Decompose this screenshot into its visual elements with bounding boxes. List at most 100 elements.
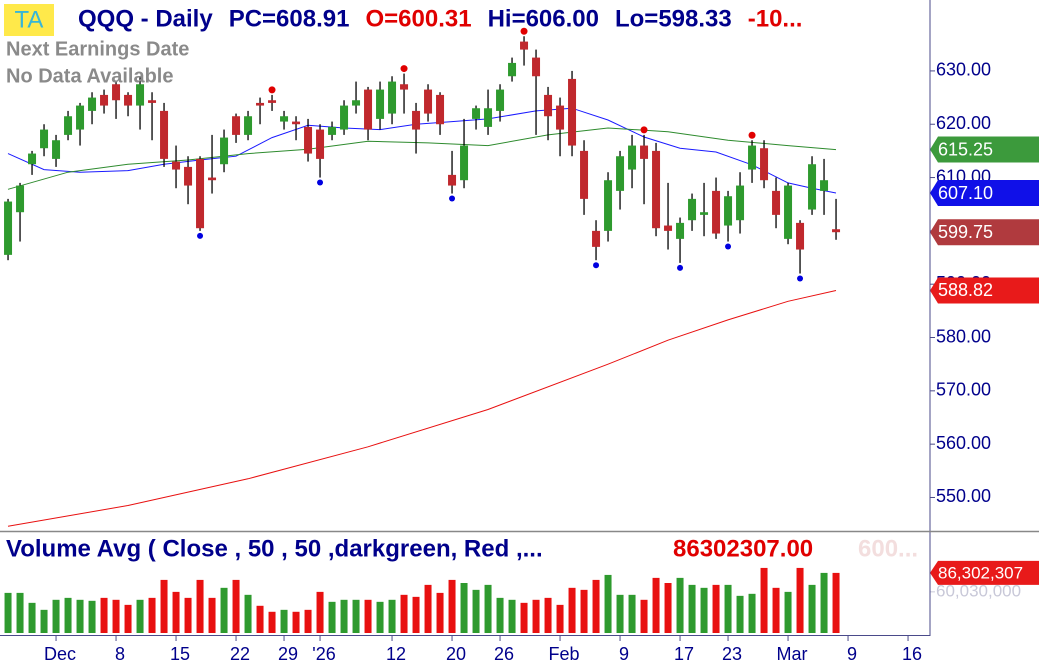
badge: TA	[15, 6, 44, 33]
x-tick-label: 15	[170, 644, 190, 664]
volume-bar	[412, 596, 420, 633]
candle-body	[676, 222, 685, 239]
volume-title: Volume Avg ( Close , 50 , 50 ,darkgreen,…	[6, 535, 543, 562]
x-tick-label: Dec	[44, 644, 76, 664]
note: Next Earnings Date	[6, 38, 189, 60]
volume-bar	[52, 599, 60, 633]
volume-bar	[808, 584, 816, 633]
candle-body	[436, 94, 445, 125]
volume-bar	[712, 584, 720, 633]
plot-layer: 550.00560.00570.00580.00590.00600.00610.…	[4, 27, 1039, 664]
candle-body	[292, 121, 301, 125]
volume-bar	[532, 599, 540, 633]
candle-body	[604, 180, 613, 231]
volume-bar	[568, 587, 576, 633]
volume-bar	[700, 587, 708, 633]
candle-body	[520, 41, 529, 50]
swing-low-marker	[197, 232, 204, 239]
candle-body	[784, 185, 793, 239]
volume-bar	[244, 594, 252, 633]
candle-body	[256, 102, 265, 106]
candle-body	[700, 212, 709, 215]
y-tick-label: 550.00	[936, 486, 991, 506]
volume-bar	[736, 595, 744, 633]
volume-bar	[352, 599, 360, 633]
candle-body	[544, 94, 553, 117]
volume-bar	[124, 604, 132, 633]
candle-body	[172, 161, 181, 170]
x-tick-label: 8	[115, 644, 125, 664]
volume-bar	[304, 609, 312, 633]
volume-bar	[4, 592, 12, 633]
x-tick-label: 23	[722, 644, 742, 664]
candle-body	[652, 150, 661, 229]
candle-body	[220, 137, 229, 165]
volume-bar	[364, 599, 372, 633]
candle-body	[832, 229, 841, 233]
y-tick-label: 620.00	[936, 113, 991, 133]
volume-bar	[664, 583, 672, 633]
volume-bar	[100, 597, 108, 633]
candle-body	[148, 100, 157, 103]
swing-low-marker	[449, 195, 456, 202]
candle-body	[328, 126, 337, 135]
candle-body	[208, 177, 217, 181]
volume-bar	[376, 601, 384, 633]
moving-average	[7, 127, 837, 190]
candle-body	[184, 166, 193, 186]
candle-body	[112, 84, 121, 101]
volume-bar	[640, 599, 648, 633]
volume-bar	[160, 579, 168, 633]
candle-body	[388, 81, 397, 114]
candle-body	[532, 57, 541, 77]
candle-body	[640, 145, 649, 159]
volume-value: 86302307.00	[673, 535, 813, 562]
y-tick-label: 60,030,000	[936, 581, 1021, 600]
volume-bar	[688, 584, 696, 633]
volume-bar	[580, 589, 588, 633]
candle-body	[460, 145, 469, 181]
volume-bar	[208, 597, 216, 633]
x-tick-label: 29	[278, 644, 298, 664]
volume-bar	[400, 594, 408, 633]
volume-bar	[760, 567, 768, 633]
price-tag	[930, 180, 1039, 207]
volume-bar	[220, 587, 228, 633]
price-tag	[930, 136, 1039, 163]
candle-body	[724, 196, 733, 226]
candle-body	[376, 89, 385, 119]
volume-bar	[64, 597, 72, 633]
x-tick-label: 9	[847, 644, 857, 664]
x-tick-label: '26	[312, 644, 335, 664]
header-item: PC=608.91	[229, 5, 350, 32]
candle-body	[664, 225, 673, 231]
header-item: O=600.31	[365, 5, 471, 32]
swing-low-marker	[677, 264, 684, 271]
x-tick-label: 26	[494, 644, 514, 664]
y-tick-label: 630.00	[936, 60, 991, 80]
x-tick-label: 9	[619, 644, 629, 664]
candle-body	[820, 180, 829, 191]
volume-bar	[592, 579, 600, 633]
swing-low-marker	[317, 179, 324, 186]
volume-bar	[472, 589, 480, 633]
volume-bar	[484, 584, 492, 633]
volume-bar	[820, 572, 828, 633]
volume-bar	[148, 597, 156, 633]
volume-bar	[136, 599, 144, 633]
candle-body	[4, 201, 13, 255]
price-tag-label: 607.10	[938, 183, 993, 203]
x-tick-label: 17	[674, 644, 694, 664]
price-tag-label: 615.25	[938, 139, 993, 159]
volume-bar	[196, 579, 204, 633]
candle-body	[496, 89, 505, 111]
candle-body	[124, 94, 133, 106]
candle-body	[196, 158, 205, 229]
candle-body	[244, 116, 253, 135]
volume-tag-label: 86,302,307	[938, 563, 1023, 582]
volume-bar	[268, 611, 276, 633]
volume-bar	[676, 577, 684, 633]
volume-bar	[28, 602, 36, 633]
candle-body	[688, 198, 697, 221]
